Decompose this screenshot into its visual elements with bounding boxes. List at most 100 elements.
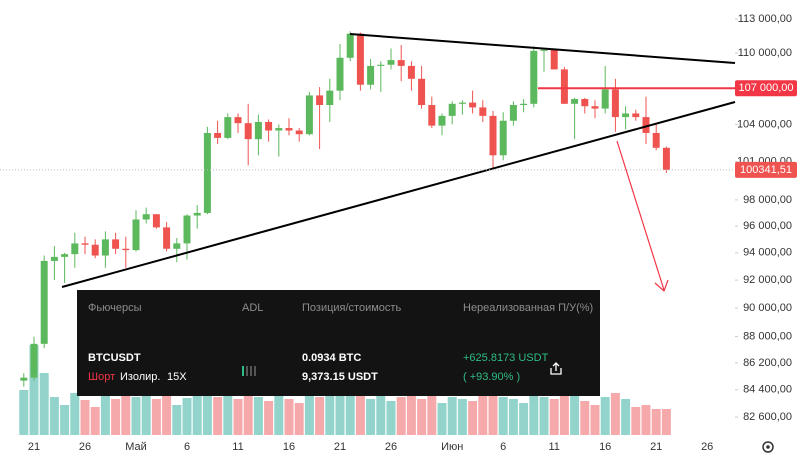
candle-body bbox=[662, 147, 670, 170]
y-tick-label: 86 200,00 bbox=[743, 357, 792, 369]
candle-body bbox=[285, 128, 293, 131]
volume-bar bbox=[519, 403, 529, 435]
candle-body bbox=[101, 239, 109, 256]
candle-body bbox=[152, 214, 160, 228]
volume-bar bbox=[580, 401, 590, 435]
volume-bar bbox=[661, 409, 671, 435]
volume-bar bbox=[437, 403, 447, 435]
candle-body bbox=[61, 254, 69, 257]
candle-body bbox=[642, 117, 650, 133]
volume-bar bbox=[508, 399, 518, 435]
candle-body bbox=[448, 103, 456, 116]
volume-bar bbox=[264, 401, 274, 435]
candle-body bbox=[387, 60, 395, 65]
candle-body bbox=[407, 65, 415, 79]
candle-body bbox=[122, 248, 130, 251]
volume-bar bbox=[590, 405, 600, 435]
volume-bar bbox=[621, 399, 631, 435]
candle-body bbox=[377, 64, 385, 66]
candle-body bbox=[142, 214, 150, 220]
volume-bar bbox=[162, 393, 172, 435]
candle-body bbox=[20, 377, 28, 381]
candle-body bbox=[132, 219, 140, 251]
volume-bar bbox=[427, 395, 437, 435]
y-tick-label: 90 000,00 bbox=[743, 302, 792, 314]
volume-bar bbox=[39, 373, 49, 435]
candle-body bbox=[265, 121, 273, 131]
volume-bar bbox=[233, 399, 243, 435]
volume-bar bbox=[641, 405, 651, 435]
volume-bar bbox=[70, 393, 80, 435]
x-tick-label: 21 bbox=[334, 441, 346, 453]
value: 9,373.15 USDT bbox=[302, 371, 378, 383]
candle-body bbox=[203, 132, 211, 213]
x-tick-label: Май bbox=[125, 441, 147, 453]
volume-bar bbox=[457, 399, 467, 435]
candle-body bbox=[367, 65, 375, 85]
candle-body bbox=[183, 215, 191, 244]
candle-body bbox=[234, 117, 242, 124]
header: ADL bbox=[242, 302, 264, 314]
x-tick-label: Июн bbox=[441, 441, 463, 453]
pnl-percent: ( +93.90% ) bbox=[463, 371, 521, 383]
candle-body bbox=[112, 239, 120, 249]
volume-bar bbox=[631, 407, 641, 435]
candle-body bbox=[295, 130, 303, 135]
candle-body bbox=[520, 103, 528, 106]
candle-body bbox=[458, 102, 466, 104]
volume-bar bbox=[243, 391, 253, 435]
candle-body bbox=[601, 89, 609, 109]
candle-body bbox=[30, 343, 38, 378]
volume-bar bbox=[202, 389, 212, 435]
volume-bar bbox=[559, 391, 569, 435]
candle-body bbox=[163, 227, 171, 249]
volume-bar bbox=[600, 397, 610, 435]
candle-body bbox=[316, 95, 324, 106]
x-tick-label: 11 bbox=[548, 441, 559, 453]
volume-bar bbox=[478, 395, 488, 435]
x-tick-label: 26 bbox=[385, 441, 397, 453]
x-tick-label: 6 bbox=[500, 441, 506, 453]
candle-body bbox=[214, 132, 222, 138]
support-trendline bbox=[61, 101, 736, 288]
candle-body bbox=[438, 115, 446, 126]
y-tick-label: 96 000,00 bbox=[743, 220, 792, 232]
price-tag-label: 100341,51 bbox=[740, 164, 792, 176]
volume-bar bbox=[315, 397, 325, 435]
volume-bar bbox=[335, 395, 345, 435]
share-button[interactable] bbox=[549, 362, 563, 376]
volume-bar bbox=[274, 395, 284, 435]
candle-body bbox=[254, 121, 262, 140]
symbol[interactable]: BTCUSDT bbox=[88, 352, 141, 364]
candle-body bbox=[326, 90, 334, 106]
volume-bar bbox=[172, 405, 182, 435]
candle-body bbox=[50, 256, 58, 261]
volume-bar bbox=[131, 397, 141, 435]
price-tag bbox=[735, 80, 797, 97]
volume-bar bbox=[366, 399, 376, 435]
volume-bar bbox=[60, 405, 70, 435]
candle-body bbox=[652, 132, 660, 148]
candle-body bbox=[632, 113, 640, 118]
header: Нереализованная П/У(%) bbox=[463, 302, 594, 314]
y-tick-label: 84 400,00 bbox=[743, 384, 792, 396]
candle-body bbox=[591, 106, 599, 109]
volume-bar bbox=[111, 399, 121, 435]
volume-bar bbox=[90, 407, 100, 435]
volume-bar bbox=[355, 393, 365, 435]
arrow-head bbox=[654, 279, 669, 293]
candle-body bbox=[244, 123, 252, 140]
volume-bar bbox=[304, 393, 314, 435]
price-tag-label: 107 000,00 bbox=[738, 82, 793, 94]
y-tick-label: 98 000,00 bbox=[743, 194, 792, 206]
arrow-line bbox=[616, 140, 665, 291]
candle-body bbox=[346, 33, 354, 58]
settings-icon[interactable] bbox=[762, 441, 774, 453]
candle-body bbox=[530, 50, 538, 104]
x-tick-label: 16 bbox=[283, 441, 295, 453]
candle-body bbox=[397, 60, 405, 66]
candle-body bbox=[560, 69, 568, 104]
volume-bar bbox=[213, 397, 223, 435]
y-tick-label: 92 000,00 bbox=[743, 274, 792, 286]
candle-body bbox=[550, 49, 558, 70]
